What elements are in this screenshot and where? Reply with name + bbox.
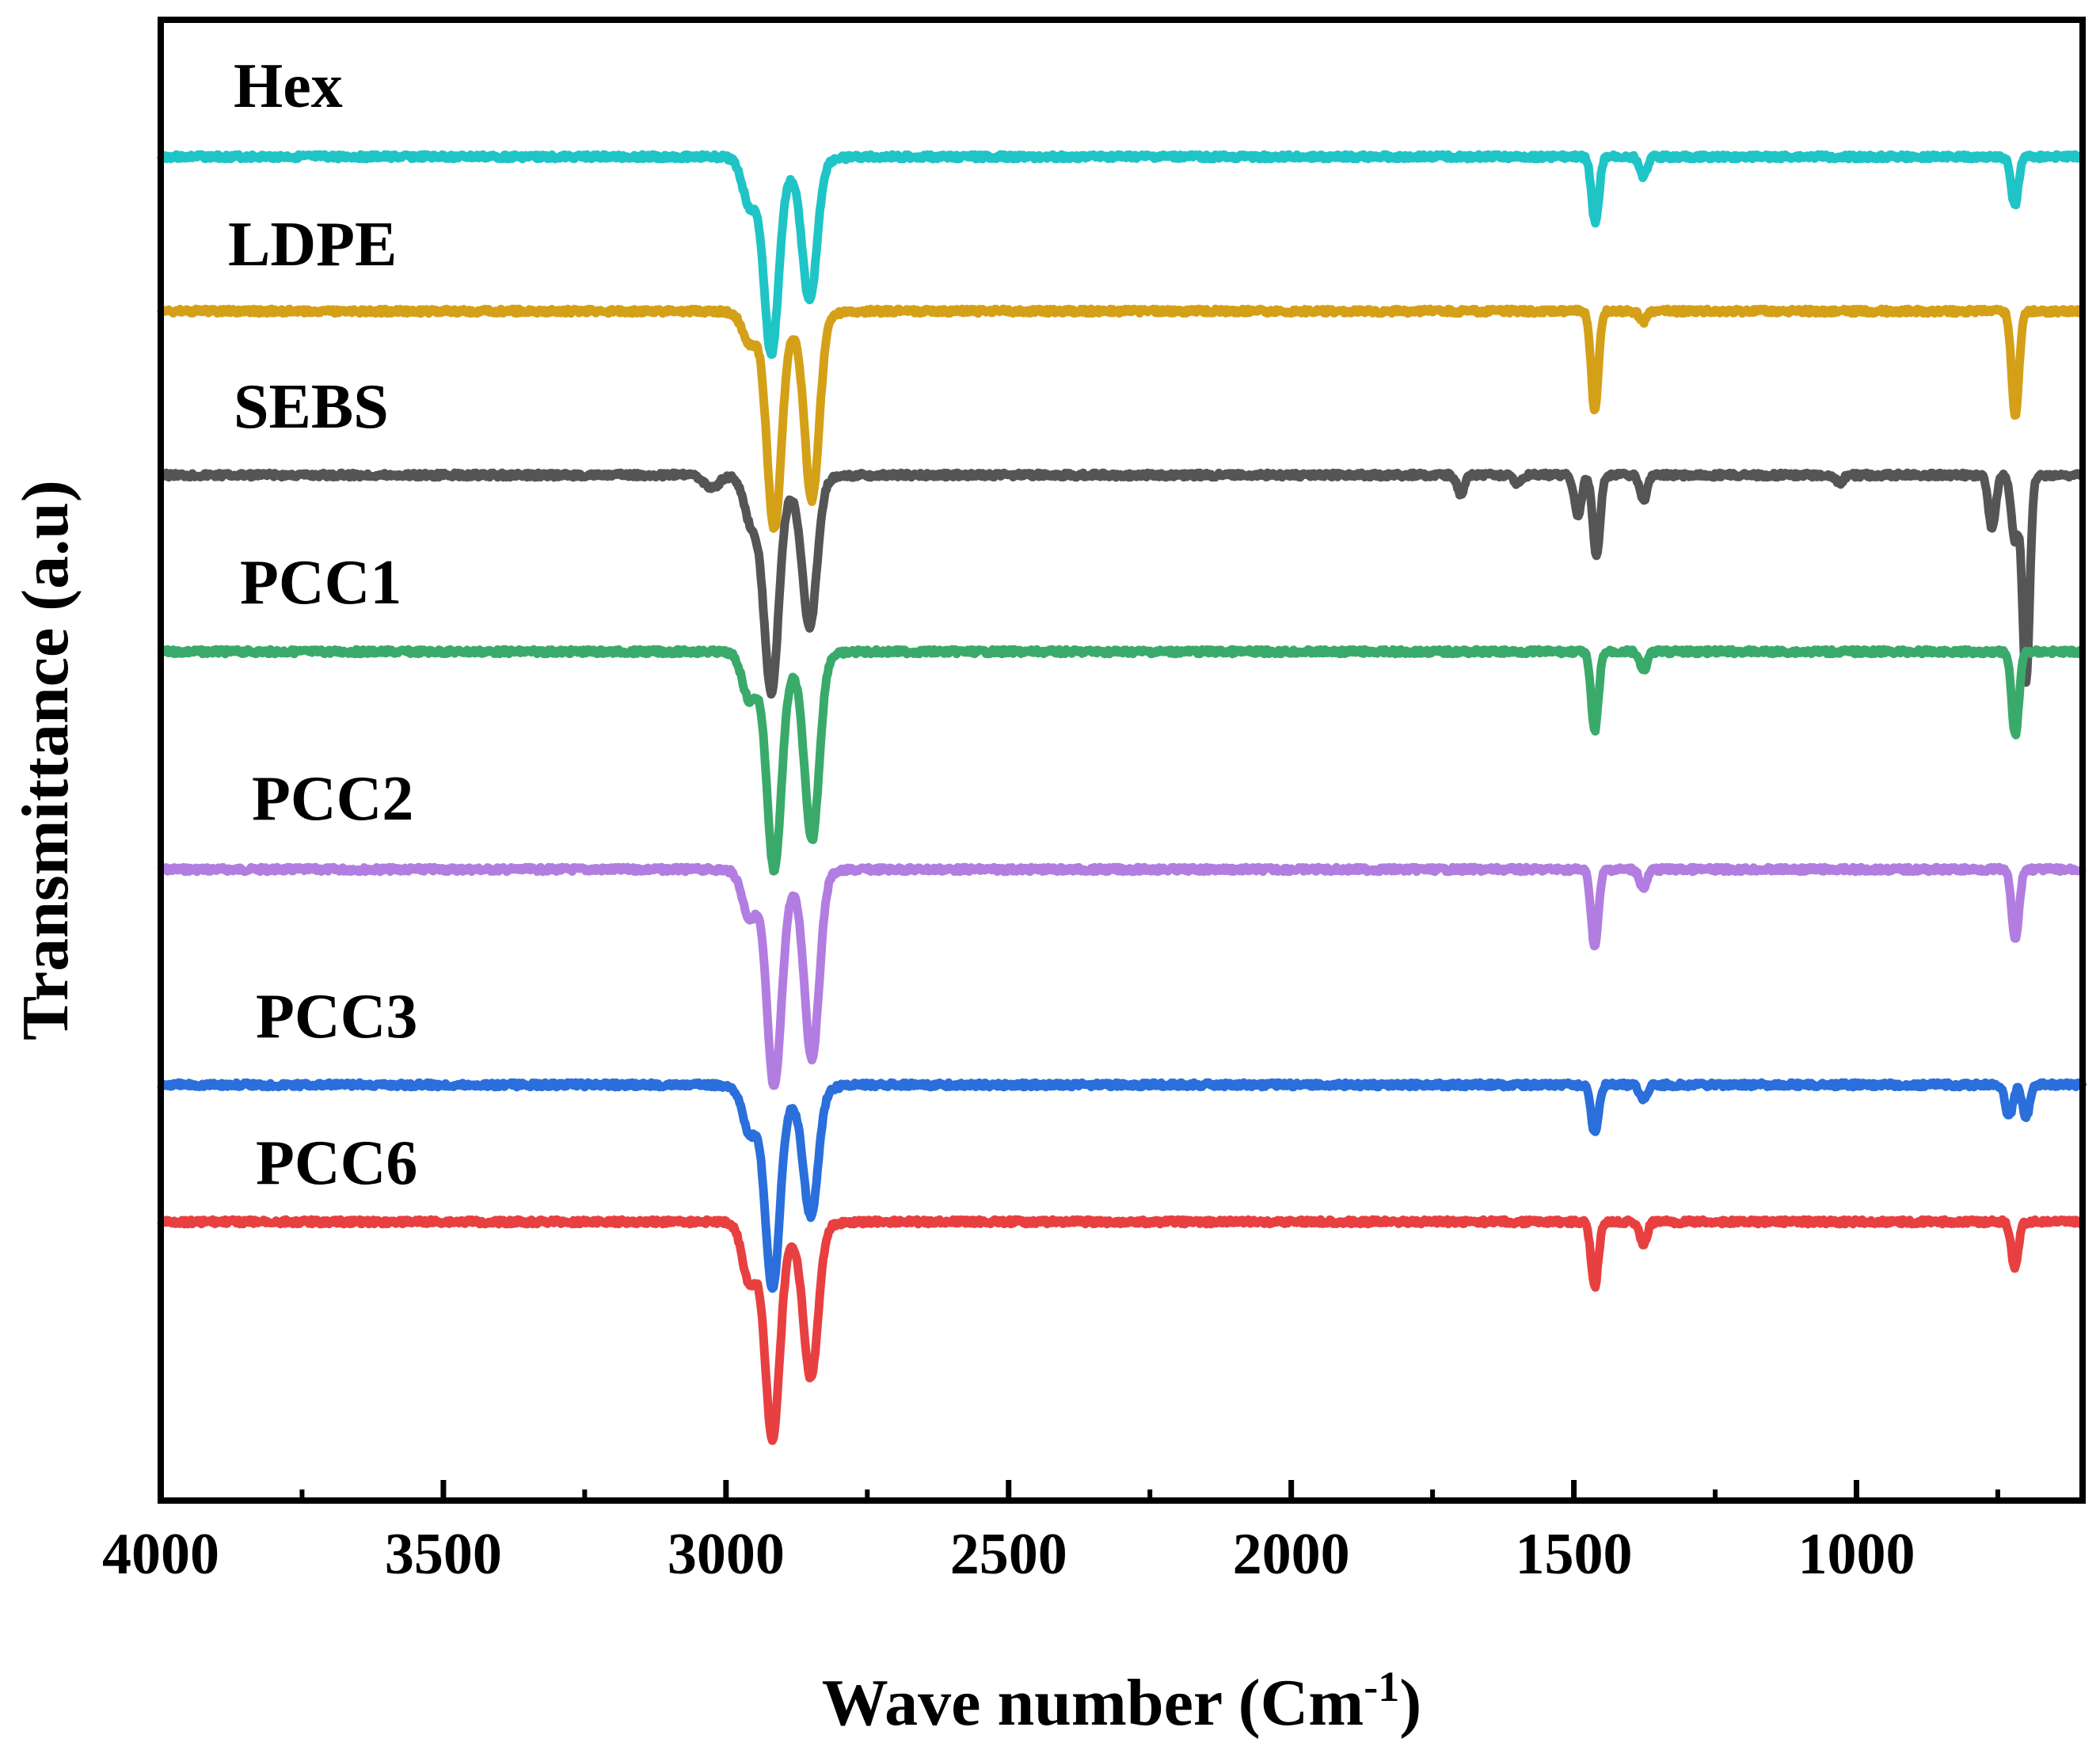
x-tick-label: 1000 bbox=[1798, 1522, 1915, 1587]
series-labels: Hex LDPE SEBS PCC1 PCC2 PCC3 PCC6 bbox=[228, 51, 417, 1198]
x-axis-ticks: 4000 3500 3000 2500 2000 1500 1000 bbox=[102, 1480, 2000, 1587]
series-line-hex bbox=[156, 150, 2087, 360]
series-line-pcc2 bbox=[157, 862, 2087, 1090]
y-axis-title: Transmittance (a.u) bbox=[9, 480, 82, 1040]
series-line-sebs bbox=[157, 468, 2087, 699]
series-layer bbox=[156, 150, 2087, 1445]
series-label-pcc6: PCC6 bbox=[256, 1128, 417, 1198]
series-label-pcc2: PCC2 bbox=[252, 764, 413, 834]
x-tick-label: 4000 bbox=[102, 1522, 219, 1587]
x-tick-label: 3500 bbox=[385, 1522, 502, 1587]
x-tick-label: 2500 bbox=[950, 1522, 1067, 1587]
series-label-pcc1: PCC1 bbox=[240, 548, 401, 618]
x-tick-label: 2000 bbox=[1233, 1522, 1350, 1587]
series-line-pcc6 bbox=[157, 1215, 2087, 1445]
series-label-sebs: SEBS bbox=[234, 372, 389, 442]
plot-frame bbox=[158, 17, 2086, 1504]
x-tick-label: 1500 bbox=[1516, 1522, 1633, 1587]
series-label-pcc3: PCC3 bbox=[256, 982, 417, 1052]
series-label-hex: Hex bbox=[234, 51, 343, 121]
series-line-pcc3 bbox=[157, 1078, 2087, 1293]
x-axis-title: Wave number (Cm-1) bbox=[822, 1663, 1421, 1740]
series-line-pcc1 bbox=[157, 645, 2087, 876]
series-line-ldpe bbox=[156, 304, 2087, 533]
series-label-ldpe: LDPE bbox=[228, 210, 397, 280]
x-tick-label: 3000 bbox=[668, 1522, 785, 1587]
